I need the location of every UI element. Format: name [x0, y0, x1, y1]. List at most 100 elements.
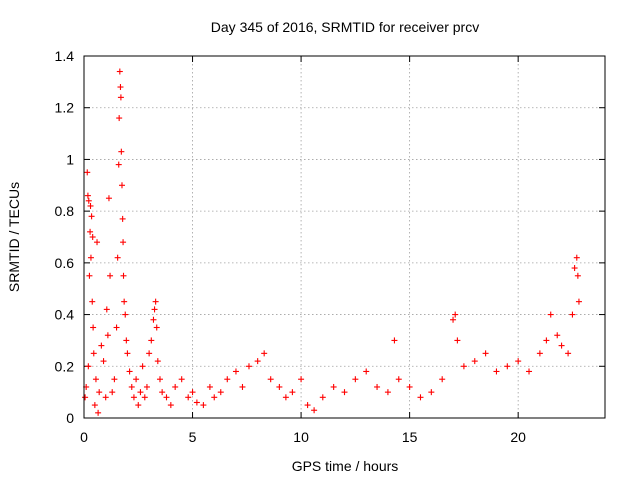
data-point: [439, 376, 446, 383]
data-point: [452, 311, 459, 318]
data-point: [569, 311, 576, 318]
data-point: [113, 324, 120, 331]
data-point: [102, 394, 109, 401]
data-point: [352, 376, 359, 383]
data-point: [118, 182, 125, 189]
data-point: [143, 383, 150, 390]
data-point: [91, 402, 98, 409]
data-point: [482, 350, 489, 357]
data-point: [120, 239, 127, 246]
data-point: [85, 363, 92, 370]
gridlines: [84, 56, 605, 418]
data-point: [133, 376, 140, 383]
data-point: [92, 376, 99, 383]
data-point: [94, 239, 101, 246]
ticks: [83, 55, 605, 419]
x-tick-label: 10: [293, 429, 309, 445]
data-point: [239, 383, 246, 390]
data-point: [172, 383, 179, 390]
x-tick-label: 5: [189, 429, 197, 445]
y-tick-label: 0.4: [55, 307, 75, 323]
data-point: [254, 358, 261, 365]
data-point: [526, 368, 533, 375]
data-point: [417, 394, 424, 401]
data-point: [89, 298, 96, 305]
data-point: [126, 368, 133, 375]
data-point: [200, 402, 207, 409]
data-point: [245, 363, 252, 370]
data-point: [178, 376, 185, 383]
data-point: [139, 363, 146, 370]
data-point: [148, 337, 155, 344]
data-point: [121, 298, 128, 305]
data-point: [146, 350, 153, 357]
data-point: [153, 324, 160, 331]
data-point: [189, 389, 196, 396]
data-point: [141, 394, 148, 401]
data-point: [119, 215, 126, 222]
data-point: [363, 368, 370, 375]
data-point: [554, 332, 561, 339]
data-point: [154, 358, 161, 365]
data-point: [504, 363, 511, 370]
data-point: [114, 254, 121, 261]
data-point: [515, 358, 522, 365]
data-point: [565, 350, 572, 357]
data-point: [547, 311, 554, 318]
data-point: [159, 389, 166, 396]
data-point: [116, 68, 123, 75]
data-point: [84, 192, 91, 199]
y-axis-label: SRMTID / TECUs: [6, 182, 22, 292]
data-point: [330, 383, 337, 390]
data-point: [575, 298, 582, 305]
chart-title: Day 345 of 2016, SRMTID for receiver prc…: [211, 19, 479, 35]
data-point: [224, 376, 231, 383]
data-point: [87, 228, 94, 235]
data-point: [111, 376, 118, 383]
data-point: [128, 383, 135, 390]
data-point: [150, 316, 157, 323]
data-point: [82, 394, 89, 401]
data-point: [86, 272, 93, 279]
data-point: [406, 383, 413, 390]
data-point: [123, 337, 130, 344]
y-tick-label: 1.4: [55, 48, 75, 64]
data-point: [90, 324, 97, 331]
data-point: [163, 394, 170, 401]
data-point: [298, 376, 305, 383]
data-point: [87, 202, 94, 209]
data-point: [341, 389, 348, 396]
data-point: [104, 332, 111, 339]
data-point: [450, 316, 457, 323]
data-point: [84, 169, 91, 176]
data-point: [135, 402, 142, 409]
data-point: [87, 254, 94, 261]
data-points: [82, 68, 582, 416]
data-point: [460, 363, 467, 370]
data-point: [167, 402, 174, 409]
data-point: [103, 306, 110, 313]
data-point: [105, 195, 112, 202]
y-tick-label: 0.2: [55, 358, 75, 374]
data-point: [206, 383, 213, 390]
data-point: [395, 376, 402, 383]
x-axis-label: GPS time / hours: [292, 458, 399, 474]
data-point: [384, 389, 391, 396]
data-point: [137, 389, 144, 396]
data-point: [428, 389, 435, 396]
data-point: [109, 389, 116, 396]
data-point: [573, 254, 580, 261]
data-point: [151, 306, 158, 313]
data-point: [217, 389, 224, 396]
y-tick-label: 1: [66, 151, 74, 167]
data-point: [152, 298, 159, 305]
data-point: [454, 337, 461, 344]
x-tick-label: 15: [402, 429, 418, 445]
data-point: [276, 383, 283, 390]
data-point: [536, 350, 543, 357]
data-point: [117, 94, 124, 101]
y-tick-label: 0.6: [55, 255, 75, 271]
data-point: [374, 383, 381, 390]
data-point: [96, 389, 103, 396]
data-point: [267, 376, 274, 383]
